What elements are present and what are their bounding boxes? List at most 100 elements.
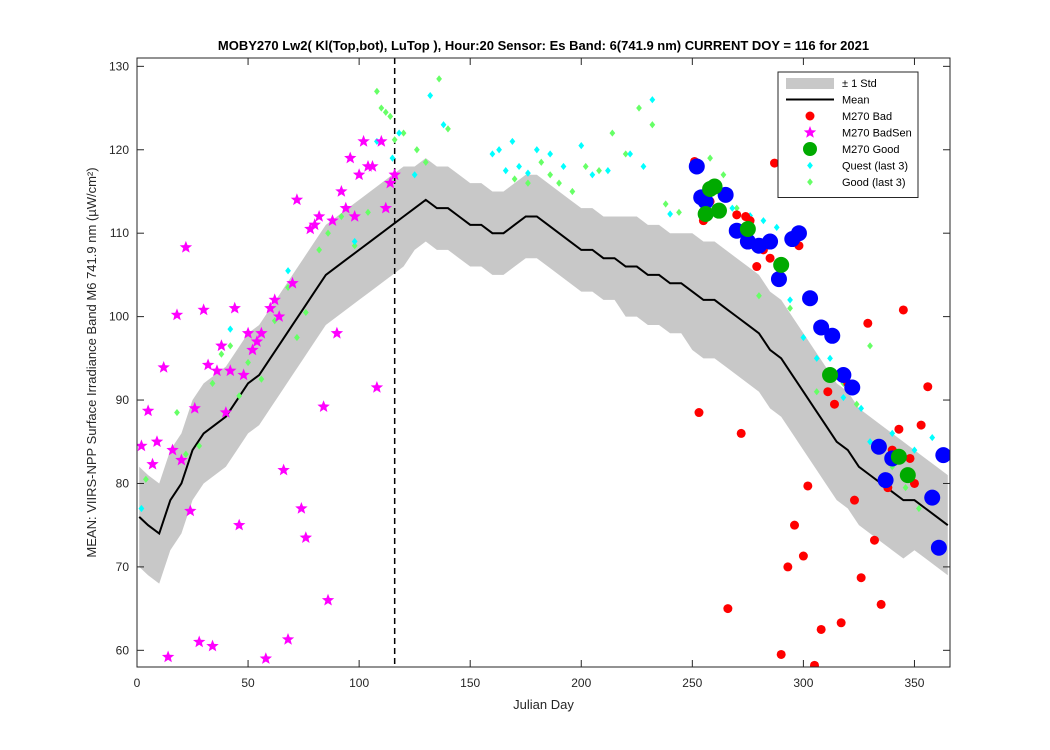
bad-point	[752, 262, 762, 272]
good-blue-point	[802, 290, 819, 307]
good-last3-point	[174, 408, 180, 417]
good-blue-point	[790, 225, 807, 242]
quest-last3-point	[440, 121, 447, 129]
x-tick-label: 100	[349, 676, 369, 690]
good-last3-point	[400, 129, 407, 137]
good-last3-point	[351, 242, 358, 250]
badsen-point	[299, 531, 312, 543]
legend-swatch-diamond	[807, 161, 813, 170]
badsen-point	[170, 308, 184, 321]
badsen-point	[361, 160, 375, 172]
badsen-point	[250, 335, 264, 347]
badsen-point	[201, 358, 215, 371]
good-last3-point	[182, 450, 189, 458]
badsen-point	[233, 518, 246, 531]
x-tick-label: 50	[241, 676, 255, 690]
quest-last3-point	[509, 137, 516, 146]
badsen-point	[141, 404, 155, 417]
badsen-point	[277, 463, 290, 476]
good-last3-point	[218, 350, 225, 358]
good-last3-point	[787, 304, 793, 312]
x-tick-label: 250	[682, 676, 702, 690]
good-last3-point	[325, 229, 331, 237]
badsen-point	[379, 201, 392, 214]
good-point	[822, 367, 839, 384]
quest-last3-point	[627, 150, 634, 158]
legend-swatch-diamond	[807, 178, 813, 186]
good-last3-point	[209, 379, 216, 387]
good-blue-point	[813, 319, 830, 336]
legend-swatch-bad	[805, 111, 815, 121]
bad-point	[776, 649, 786, 659]
badsen-point	[375, 134, 388, 147]
good-last3-point	[143, 475, 149, 483]
quest-last3-point	[516, 162, 522, 171]
good-last3-point	[707, 154, 713, 162]
good-last3-point	[236, 392, 243, 400]
good-last3-point	[391, 136, 398, 144]
good-last3-point	[525, 179, 531, 187]
good-last3-point	[245, 358, 251, 367]
quest-last3-point	[389, 154, 396, 162]
bad-point	[829, 399, 839, 409]
good-point	[899, 467, 916, 484]
badsen-point	[366, 160, 379, 172]
quest-last3-point	[396, 129, 402, 137]
quest-last3-point	[285, 267, 291, 275]
legend-swatch-std	[786, 78, 834, 89]
good-last3-point	[556, 179, 562, 187]
badsen-point	[150, 435, 164, 447]
good-last3-point	[813, 388, 820, 396]
badsen-point	[308, 218, 321, 231]
bad-point	[856, 573, 866, 583]
good-last3-point	[582, 162, 589, 171]
bad-point	[863, 318, 873, 328]
badsen-point	[352, 168, 366, 181]
quest-last3-point	[649, 96, 656, 104]
badsen-point	[157, 361, 170, 373]
y-tick-label: 120	[109, 143, 129, 157]
good-last3-point	[445, 125, 451, 133]
good-blue-point	[935, 447, 950, 464]
quest-last3-point	[589, 171, 596, 179]
good-last3-point	[916, 504, 922, 513]
good-last3-point	[636, 104, 642, 112]
badsen-point	[348, 210, 361, 222]
legend-label: M270 Bad	[842, 111, 892, 123]
badsen-point	[161, 650, 175, 663]
badsen-point	[137, 439, 148, 452]
good-blue-point	[770, 271, 787, 288]
good-last3-point	[414, 146, 420, 154]
badsen-point	[339, 201, 352, 214]
good-last3-point	[867, 342, 873, 350]
quest-last3-point	[911, 446, 918, 454]
quest-last3-point	[787, 296, 793, 304]
quest-last3-point	[351, 237, 358, 246]
bad-point	[836, 618, 846, 628]
bad-point	[723, 604, 733, 614]
badsen-point	[259, 652, 272, 664]
badsen-point	[228, 301, 241, 314]
quest-last3-point	[867, 438, 873, 446]
y-tick-label: 110	[110, 226, 129, 240]
good-last3-point	[596, 167, 602, 175]
badsen-point	[210, 364, 224, 377]
badsen-point	[321, 593, 335, 606]
badsen-point	[166, 443, 179, 456]
good-point	[706, 178, 723, 195]
badsen-point	[179, 240, 193, 253]
good-last3-point	[378, 104, 385, 112]
good-last3-point	[382, 108, 389, 116]
quest-last3-point	[800, 333, 807, 342]
badsen-point	[335, 185, 348, 197]
bad-point	[898, 305, 908, 315]
good-last3-point	[622, 150, 629, 158]
badsen-point	[188, 401, 201, 414]
bad-point	[790, 520, 800, 530]
y-tick-label: 80	[116, 476, 130, 490]
badsen-point	[219, 406, 232, 418]
quest-last3-point	[773, 223, 780, 231]
std-band	[139, 158, 948, 584]
good-last3-point	[662, 200, 669, 208]
quest-last3-point	[227, 325, 234, 333]
